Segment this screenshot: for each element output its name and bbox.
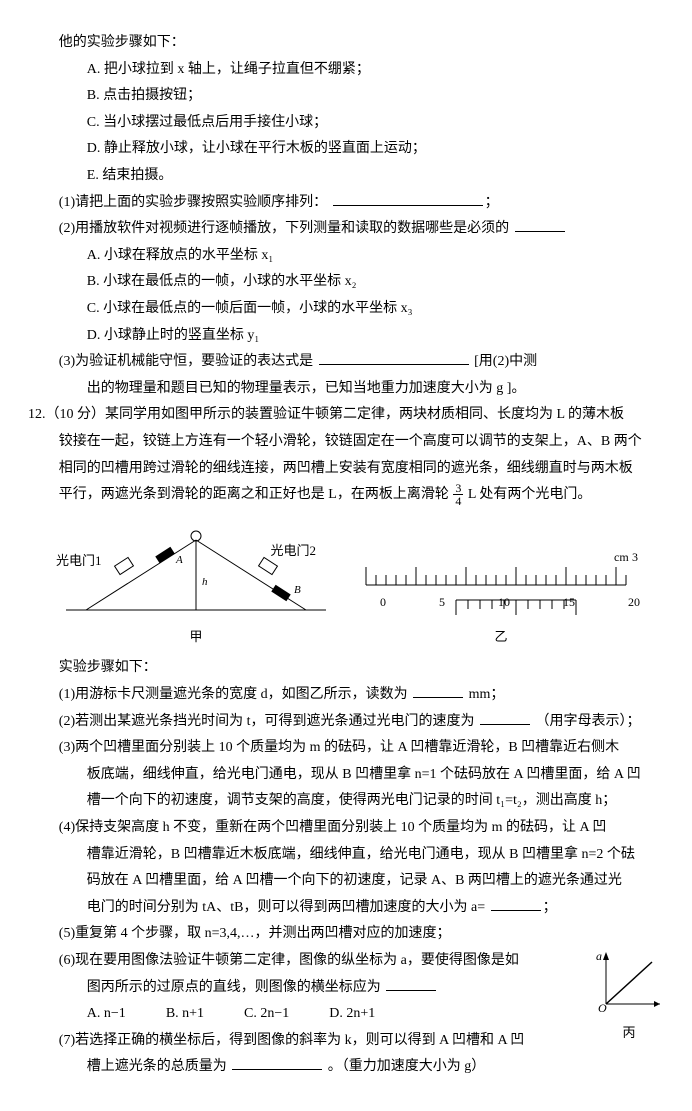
caption-yi: 乙 — [494, 625, 507, 650]
step4b: 槽靠近滑轮，B 凹槽靠近木板底端，细线伸直，给光电门通电，现从 B 凹槽里拿 n… — [28, 842, 664, 869]
step2: (2)若测出某遮光条挡光时间为 t，可得到遮光条通过光电门的速度为 （用字母表示… — [28, 709, 664, 736]
step3a: (3)两个凹槽里面分别装上 10 个质量均为 m 的砝码，让 A 凹槽靠近滑轮，… — [28, 735, 664, 762]
step5: (5)重复第 4 个步骤，取 n=3,4,…，并测出两凹槽对应的加速度； — [28, 921, 664, 948]
opt-c: C. 2n−1 — [244, 1001, 289, 1028]
svg-text:cm: cm — [614, 550, 629, 564]
step4d: 电门的时间分别为 tA、tB，则可以得到两凹槽加速度的大小为 a= ； — [28, 895, 664, 922]
pre-q2-b: B. 小球在最低点的一帧，小球的水平坐标 x₂ — [28, 269, 664, 296]
pre-q2-text: (2)用播放软件对视频进行逐帧播放，下列测量和读取的数据哪些是必须的 — [59, 221, 509, 236]
pre-q1-text: (1)请把上面的实验步骤按照实验顺序排列： — [59, 195, 327, 210]
vernier-ruler-icon: cm 3 — [356, 545, 646, 625]
q12-stem3: 相同的凹槽用跨过滑轮的细线连接，两凹槽上安装有宽度相同的遮光条，细线绷直时与两木… — [28, 456, 664, 483]
step6b: 图丙所示的过原点的直线，则图像的横坐标应为 — [28, 975, 664, 1002]
step6-options: A. n−1 B. n+1 C. 2n−1 D. 2n+1 — [28, 1001, 588, 1028]
figure-bing: a O 丙 — [594, 948, 664, 1045]
blank-v — [480, 710, 530, 725]
frac-den: 4 — [453, 495, 463, 507]
pre-q3-cont: 出的物理量和题目已知的物理量表示，已知当地重力加速度大小为 g ]。 — [28, 376, 664, 403]
step3c: 槽一个向下的初速度，调节支架的高度，使得两光电门记录的时间 t₁=t₂，测出高度… — [28, 788, 664, 815]
q12-stem4a: 平行，两遮光条到滑轮的距离之和正好也是 L，在两板上离滑轮 — [59, 487, 449, 502]
blank-req — [515, 217, 565, 232]
step6b-text: 图丙所示的过原点的直线，则图像的横坐标应为 — [87, 980, 381, 995]
linear-graph-icon: a O — [594, 948, 664, 1012]
step4d-text: 电门的时间分别为 tA、tB，则可以得到两凹槽加速度的大小为 a= — [87, 900, 485, 915]
pre-q1: (1)请把上面的实验步骤按照实验顺序排列： ； — [28, 190, 664, 217]
step2-b: （用字母表示）； — [536, 714, 641, 729]
opt-b: B. n+1 — [166, 1001, 204, 1028]
blank-order — [333, 191, 483, 206]
svg-text:3: 3 — [632, 550, 638, 564]
steps-intro: 实验步骤如下： — [28, 655, 664, 682]
figure-yi: cm 3 // draw ruler ticks after load 0 5 … — [356, 545, 646, 650]
step1: (1)用游标卡尺测量遮光条的宽度 d，如图乙所示，读数为 mm； — [28, 682, 664, 709]
pre-q2-c: C. 小球在最低点的一帧后面一帧，小球的水平坐标 x₃ — [28, 296, 664, 323]
pre-q3: (3)为验证机械能守恒，要验证的表达式是 [用(2)中测 — [28, 349, 664, 376]
svg-text:h: h — [202, 576, 208, 588]
svg-text:O: O — [598, 1001, 607, 1012]
step3b: 板底端，细线伸直，给光电门通电，现从 B 凹槽里拿 n=1 个砝码放在 A 凹槽… — [28, 762, 664, 789]
step7b-text: 槽上遮光条的总质量为 — [87, 1059, 227, 1074]
opt-a: A. n−1 — [87, 1001, 126, 1028]
step7a: (7)若选择正确的横坐标后，得到图像的斜率为 k，则可以得到 A 凹槽和 A 凹 — [28, 1028, 664, 1055]
step7b: 槽上遮光条的总质量为 。（重力加速度大小为 g） — [28, 1054, 664, 1081]
pre-q3-text2: [用(2)中测 — [474, 354, 537, 369]
pre-step-b: B. 点击拍摄按钮； — [28, 83, 664, 110]
svg-text:B: B — [294, 584, 301, 596]
pre-step-d: D. 静止释放小球，让小球在平行木板的竖直面上运动； — [28, 136, 664, 163]
figure-row: A B h 光电门1 光电门2 甲 cm 3 // draw ruler ti — [56, 515, 664, 650]
label-gate1: 光电门1 — [56, 549, 102, 574]
step2-a: (2)若测出某遮光条挡光时间为 t，可得到遮光条通过光电门的速度为 — [59, 714, 475, 729]
pre-step-c: C. 当小球摆过最低点后用手接住小球； — [28, 110, 664, 137]
label-gate2: 光电门2 — [270, 539, 316, 564]
pre-intro: 他的实验步骤如下： — [28, 30, 664, 57]
step4a: (4)保持支架高度 h 不变，重新在两个凹槽里面分别装上 10 个质量均为 m … — [28, 815, 664, 842]
blank-mass — [232, 1055, 322, 1070]
svg-text:a: a — [596, 949, 602, 963]
q12-stem4b: L 处有两个光电门。 — [468, 487, 592, 502]
pre-q2: (2)用播放软件对视频进行逐帧播放，下列测量和读取的数据哪些是必须的 — [28, 216, 664, 243]
svg-text:A: A — [175, 554, 183, 566]
step7c-text: 。（重力加速度大小为 g） — [328, 1059, 486, 1074]
caption-bing: 丙 — [594, 1021, 664, 1046]
opt-d: D. 2n+1 — [329, 1001, 375, 1028]
pre-q2-d: D. 小球静止时的竖直坐标 y₁ — [28, 323, 664, 350]
pre-q2-a: A. 小球在释放点的水平坐标 x₁ — [28, 243, 664, 270]
blank-expr — [319, 350, 469, 365]
step1-a: (1)用游标卡尺测量遮光条的宽度 d，如图乙所示，读数为 — [59, 687, 408, 702]
step1-b: mm； — [469, 687, 505, 702]
pre-step-a: A. 把小球拉到 x 轴上，让绳子拉直但不绷紧； — [28, 57, 664, 84]
pre-q3-text1: (3)为验证机械能守恒，要验证的表达式是 — [59, 354, 313, 369]
step6a: (6)现在要用图像法验证牛顿第二定律，图像的纵坐标为 a，要使得图像是如 — [28, 948, 664, 975]
q12-stem2: 铰接在一起，铰链上方连有一个轻小滑轮，铰链固定在一个高度可以调节的支架上，A、B… — [28, 429, 664, 456]
blank-d — [413, 683, 463, 698]
blank-x — [386, 976, 436, 991]
pre-step-e: E. 结束拍摄。 — [28, 163, 664, 190]
q12-stem1: 12.（10 分）某同学用如图甲所示的装置验证牛顿第二定律，两块材质相同、长度均… — [28, 402, 664, 429]
frac-3-4: 34 — [453, 482, 463, 507]
figure-jia: A B h 光电门1 光电门2 甲 — [56, 515, 336, 650]
step4c: 码放在 A 凹槽里面，给 A 凹槽一个向下的初速度，记录 A、B 两凹槽上的遮光… — [28, 868, 664, 895]
caption-jia: 甲 — [189, 625, 202, 650]
q12-stem4: 平行，两遮光条到滑轮的距离之和正好也是 L，在两板上离滑轮 34 L 处有两个光… — [28, 482, 664, 509]
blank-a — [491, 896, 541, 911]
